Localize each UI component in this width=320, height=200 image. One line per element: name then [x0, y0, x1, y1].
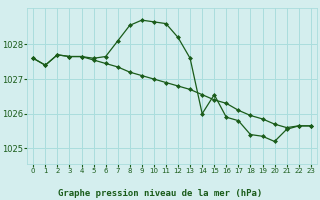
Text: Graphe pression niveau de la mer (hPa): Graphe pression niveau de la mer (hPa): [58, 189, 262, 198]
